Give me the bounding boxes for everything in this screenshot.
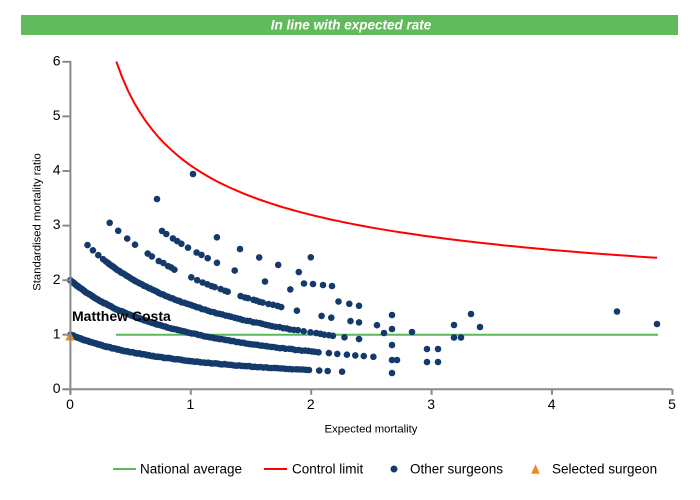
svg-text:2: 2: [307, 396, 315, 412]
svg-text:In line with expected rate: In line with expected rate: [271, 17, 432, 32]
svg-text:0: 0: [66, 396, 74, 412]
svg-text:6: 6: [53, 52, 61, 68]
svg-text:Selected surgeon: Selected surgeon: [552, 462, 657, 477]
svg-text:Control limit: Control limit: [292, 462, 364, 477]
svg-text:0: 0: [53, 380, 61, 396]
svg-text:Other surgeons: Other surgeons: [410, 462, 503, 477]
svg-text:4: 4: [53, 162, 61, 178]
svg-text:2: 2: [53, 271, 61, 287]
svg-text:Expected mortality: Expected mortality: [325, 424, 418, 436]
svg-text:Standardised mortality ratio: Standardised mortality ratio: [32, 153, 44, 291]
svg-text:National average: National average: [140, 462, 242, 477]
svg-text:5: 5: [668, 396, 676, 412]
svg-text:1: 1: [53, 325, 61, 341]
svg-text:1: 1: [187, 396, 195, 412]
svg-text:Matthew Costa: Matthew Costa: [72, 308, 171, 324]
svg-text:3: 3: [53, 216, 61, 232]
svg-text:3: 3: [427, 396, 435, 412]
svg-text:5: 5: [53, 107, 61, 123]
svg-text:4: 4: [548, 396, 556, 412]
